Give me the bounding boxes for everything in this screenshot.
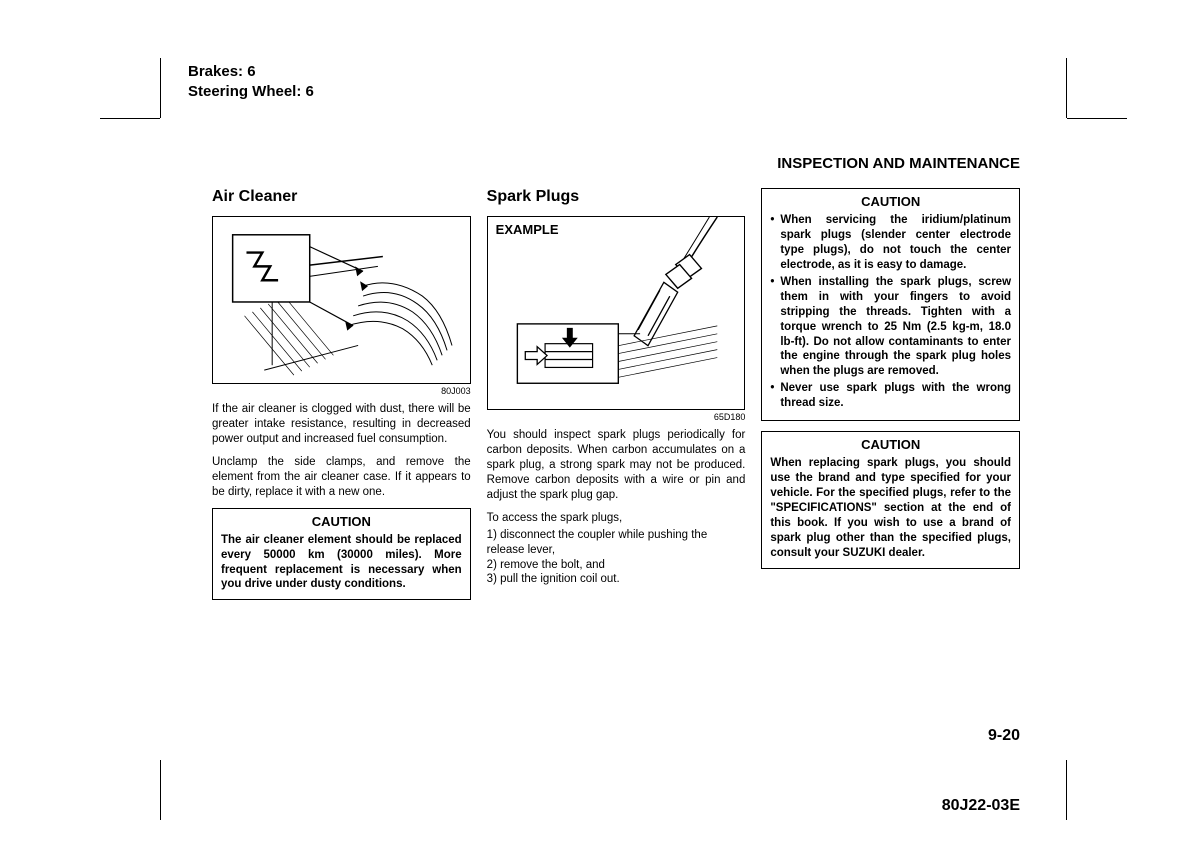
crop-mark xyxy=(160,58,161,118)
air-cleaner-para-2: Unclamp the side clamps, and remove the … xyxy=(212,455,471,500)
crop-mark xyxy=(160,760,161,820)
header-line-2: Steering Wheel: 6 xyxy=(188,82,314,102)
crop-mark xyxy=(1066,760,1067,820)
caution-list: When servicing the iridium/platinum spar… xyxy=(770,213,1011,411)
spark-plugs-access-intro: To access the spark plugs, xyxy=(487,511,746,526)
step-2: 2) remove the bolt, and xyxy=(487,558,746,573)
caution-box-spark-service: CAUTION When servicing the iridium/plati… xyxy=(761,188,1020,421)
spark-plugs-illustration xyxy=(488,217,745,409)
page-content: INSPECTION AND MAINTENANCE Air Cleaner xyxy=(212,155,1020,610)
caution-item-2: When installing the spark plugs, screw t… xyxy=(770,275,1011,380)
figure-spark-plugs: EXAMPLE xyxy=(487,216,746,410)
column-air-cleaner: Air Cleaner xyxy=(212,188,471,610)
page-header: Brakes: 6 Steering Wheel: 6 xyxy=(188,62,314,101)
caution-item-3: Never use spark plugs with the wrong thr… xyxy=(770,381,1011,411)
caution-title: CAUTION xyxy=(770,437,1011,452)
spark-plugs-steps: 1) disconnect the coupler while pushing … xyxy=(487,528,746,588)
spark-plugs-para-1: You should inspect spark plugs periodica… xyxy=(487,428,746,503)
caution-item-1: When servicing the iridium/platinum spar… xyxy=(770,213,1011,273)
crop-mark xyxy=(1067,118,1127,119)
column-spark-plugs: Spark Plugs EXAMPLE xyxy=(487,188,746,610)
caution-title: CAUTION xyxy=(221,514,462,529)
figure-label-example: EXAMPLE xyxy=(496,222,559,237)
caution-text-spark-replace: When replacing spark plugs, you should u… xyxy=(770,456,1011,561)
step-3: 3) pull the ignition coil out. xyxy=(487,572,746,587)
caution-box-spark-replace: CAUTION When replacing spark plugs, you … xyxy=(761,431,1020,569)
chapter-title: INSPECTION AND MAINTENANCE xyxy=(212,155,1020,172)
caution-box-air-cleaner: CAUTION The air cleaner element should b… xyxy=(212,508,471,601)
header-line-1: Brakes: 6 xyxy=(188,62,314,82)
doc-code: 80J22-03E xyxy=(942,797,1020,815)
figure-ref-spark-plugs: 65D180 xyxy=(487,412,746,422)
crop-mark xyxy=(1066,58,1067,118)
section-title-air-cleaner: Air Cleaner xyxy=(212,188,471,206)
figure-air-cleaner xyxy=(212,216,471,384)
section-title-spark-plugs: Spark Plugs xyxy=(487,188,746,206)
caution-text-air-cleaner: The air cleaner element should be replac… xyxy=(221,533,462,593)
crop-mark xyxy=(100,118,160,119)
air-cleaner-para-1: If the air cleaner is clogged with dust,… xyxy=(212,402,471,447)
column-cautions: CAUTION When servicing the iridium/plati… xyxy=(761,188,1020,610)
step-1: 1) disconnect the coupler while pushing … xyxy=(487,528,746,558)
air-cleaner-illustration xyxy=(213,217,470,383)
columns: Air Cleaner xyxy=(212,188,1020,610)
caution-title: CAUTION xyxy=(770,194,1011,209)
figure-ref-air-cleaner: 80J003 xyxy=(212,386,471,396)
page-number: 9-20 xyxy=(988,727,1020,745)
